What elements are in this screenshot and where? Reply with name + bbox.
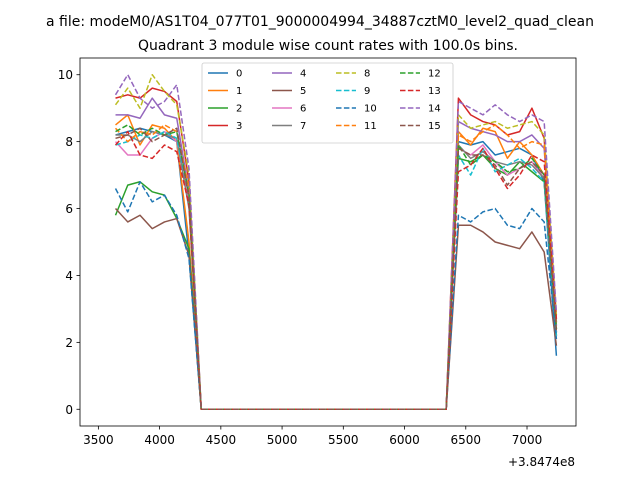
x-tick-label: 5000 [267, 433, 298, 447]
x-tick-label: 5500 [328, 433, 359, 447]
x-tick-label: 4500 [206, 433, 237, 447]
figure-suptitle: a file: modeM0/AS1T04_077T01_9000004994_… [46, 14, 594, 30]
y-tick-label: 8 [65, 135, 73, 149]
x-tick-label: 6500 [451, 433, 482, 447]
legend-label-8: 8 [364, 69, 370, 80]
x-axis-offset-text: +3.8474e8 [508, 455, 575, 469]
series-line-14 [114, 73, 558, 411]
legend-label-13: 13 [428, 86, 441, 97]
legend-label-10: 10 [364, 104, 377, 115]
x-tick-label: 4000 [144, 433, 175, 447]
series-layer [114, 73, 558, 411]
y-tick-label: 2 [65, 336, 73, 350]
legend-label-7: 7 [300, 121, 306, 132]
legend-label-2: 2 [236, 104, 242, 115]
x-tick-label: 6000 [389, 433, 420, 447]
series-line-15 [115, 127, 558, 411]
x-tick-label: 3500 [83, 433, 114, 447]
legend-label-4: 4 [300, 69, 306, 80]
legend-label-3: 3 [236, 121, 242, 132]
legend-label-11: 11 [364, 121, 377, 132]
legend-label-14: 14 [428, 104, 441, 115]
legend-label-12: 12 [428, 69, 441, 80]
legend-label-9: 9 [364, 86, 370, 97]
y-tick-label: 6 [65, 202, 73, 216]
legend-label-1: 1 [236, 86, 242, 97]
y-tick-label: 10 [58, 68, 73, 82]
y-tick-label: 4 [65, 269, 73, 283]
legend-box [201, 62, 454, 144]
y-tick-label: 0 [65, 403, 73, 417]
legend-label-0: 0 [236, 69, 242, 80]
x-tick-label: 7000 [512, 433, 543, 447]
chart-title: Quadrant 3 module wise count rates with … [138, 38, 518, 54]
axes-frame [79, 57, 577, 427]
legend-label-5: 5 [300, 86, 306, 97]
legend-label-6: 6 [300, 104, 306, 115]
legend-label-15: 15 [428, 121, 441, 132]
